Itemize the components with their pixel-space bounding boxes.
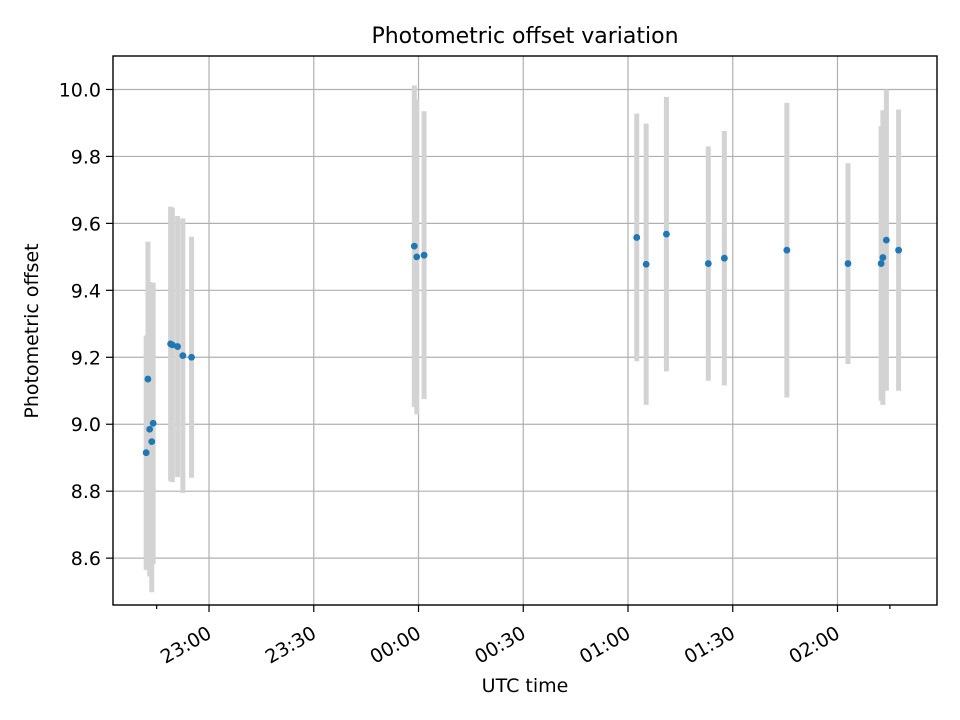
data-point bbox=[188, 353, 195, 361]
data-point bbox=[663, 230, 670, 238]
data-point bbox=[144, 375, 152, 383]
data-point bbox=[413, 253, 421, 261]
data-point bbox=[149, 419, 157, 427]
y-tick-label: 9.6 bbox=[71, 213, 101, 235]
y-tick-label: 8.6 bbox=[71, 548, 101, 570]
data-point bbox=[410, 242, 418, 250]
data-points bbox=[142, 230, 902, 457]
data-point bbox=[148, 438, 156, 446]
data-point bbox=[720, 254, 728, 262]
data-point bbox=[704, 260, 712, 267]
data-point bbox=[146, 425, 154, 433]
data-point bbox=[633, 234, 641, 241]
data-point bbox=[174, 343, 181, 350]
data-point bbox=[179, 352, 187, 360]
y-tick-label: 9.2 bbox=[71, 347, 101, 369]
y-tick-label: 10.0 bbox=[59, 79, 101, 101]
data-point bbox=[882, 236, 890, 244]
data-point bbox=[642, 260, 650, 268]
data-point bbox=[844, 260, 852, 267]
data-point bbox=[877, 260, 885, 267]
data-point bbox=[895, 246, 902, 254]
data-point bbox=[879, 254, 887, 261]
y-tick-label: 8.8 bbox=[71, 481, 101, 503]
y-axis-ticks: 8.6 8.8 9.0 9.2 9.4 9.6 9.8 10.0 bbox=[59, 79, 113, 570]
x-axis-label: UTC time bbox=[482, 675, 569, 697]
data-point bbox=[420, 251, 428, 259]
data-point bbox=[142, 449, 150, 457]
y-axis-label: Photometric offset bbox=[21, 243, 43, 418]
y-tick-label: 9.0 bbox=[71, 414, 101, 436]
plot-frame bbox=[112, 55, 938, 606]
y-tick-label: 9.4 bbox=[71, 280, 101, 302]
y-tick-label: 9.8 bbox=[71, 146, 101, 168]
data-point bbox=[168, 341, 176, 349]
chart-title: Photometric offset variation bbox=[371, 24, 678, 49]
data-point bbox=[783, 246, 791, 254]
